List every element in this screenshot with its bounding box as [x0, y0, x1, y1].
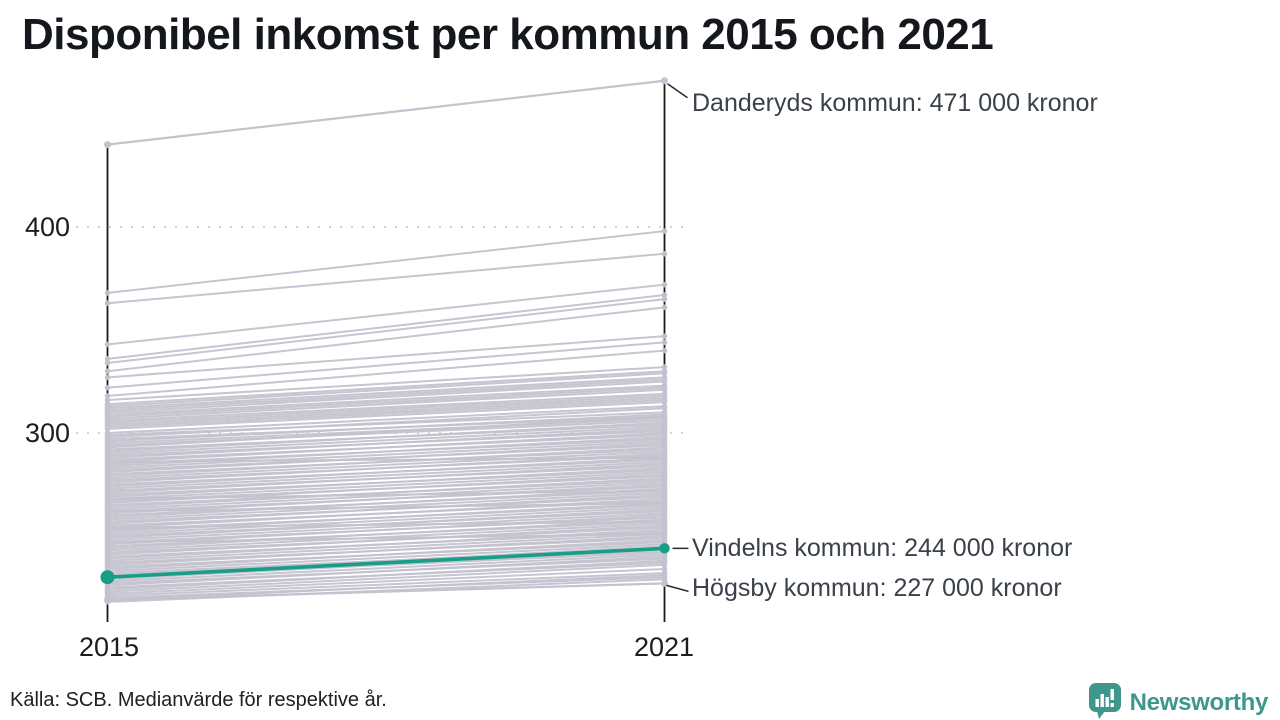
newsworthy-logo: Newsworthy	[1087, 681, 1268, 720]
newsworthy-bubble-barchart-icon	[1087, 681, 1123, 720]
annotation-hogsby-kommun: Högsby kommun: 227 000 kronor	[692, 574, 1062, 602]
y-axis-tick-300: 300	[24, 418, 70, 448]
annotation-danderyds-kommun: Danderyds kommun: 471 000 kronor	[692, 89, 1098, 117]
source-note: Källa: SCB. Medianvärde för respektive å…	[10, 689, 387, 711]
x-axis-label-2015: 2015	[78, 632, 140, 662]
x-axis-label-2021: 2021	[633, 632, 695, 662]
annotation-vindelns-kommun: Vindelns kommun: 244 000 kronor	[692, 534, 1073, 562]
page-title: Disponibel inkomst per kommun 2015 och 2…	[22, 10, 994, 59]
newsworthy-wordmark: Newsworthy	[1129, 688, 1269, 716]
y-axis-tick-400: 400	[24, 212, 70, 242]
